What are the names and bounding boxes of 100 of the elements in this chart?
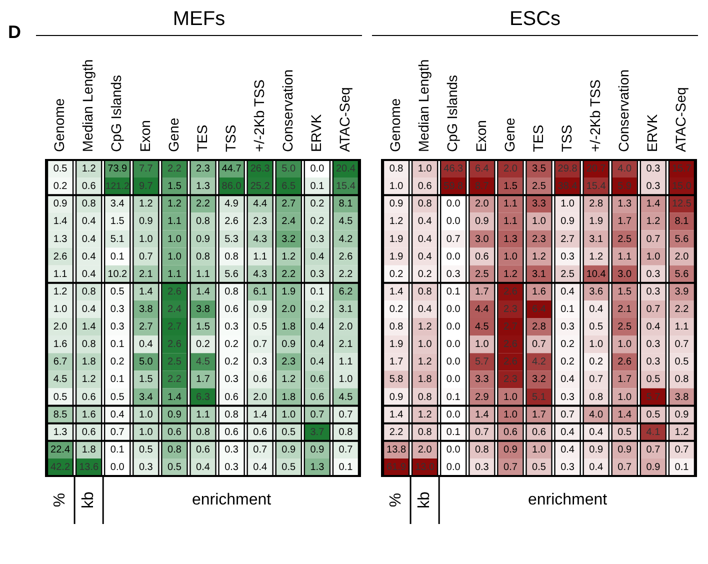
data-label: 0.8 (418, 198, 432, 210)
text: enrichment (528, 491, 608, 508)
data-label: 5.0 (282, 164, 296, 175)
data-label: 0.6 (504, 426, 518, 438)
data-label: 1.3 (310, 462, 325, 473)
data-label: 0.0 (446, 304, 461, 315)
data-label: 0.1 (560, 304, 575, 315)
data-label: 0.2 (224, 339, 239, 350)
data-label: 1.0 (138, 426, 154, 438)
data-label: 6.1 (253, 286, 268, 298)
data-label: 0.7 (253, 339, 268, 350)
data-label: 2.0 (338, 322, 354, 333)
data-label: 1.4 (196, 286, 210, 298)
data-label: 0.7 (338, 409, 354, 420)
data-label: 3.4 (138, 392, 154, 403)
data-label: 6.4 (474, 164, 490, 175)
data-label: 0.2 (310, 216, 325, 228)
data-label: 0.4 (138, 339, 154, 350)
data-label: 0.8 (224, 286, 239, 298)
data-label: 4.5 (338, 392, 354, 403)
data-label: 26.3 (250, 164, 270, 175)
data-label: 0.3 (224, 374, 239, 386)
data-label: 44.7 (222, 164, 242, 175)
data-label: 0.8 (418, 426, 432, 438)
data-label: 0.1 (446, 286, 461, 298)
x-tick-label: ERVK (308, 113, 324, 152)
data-label: 4.3 (253, 268, 268, 280)
data-label: 2.3 (253, 216, 268, 228)
data-label: 2.0 (282, 304, 296, 315)
data-label: 15.0 (672, 181, 692, 192)
data-label: 1.6 (532, 286, 546, 298)
data-label: 0.9 (589, 444, 604, 456)
data-label: 2.6 (224, 216, 239, 228)
data-label: 3.1 (532, 268, 546, 280)
data-label: 1.0 (560, 198, 575, 210)
data-label: 0.4 (589, 462, 604, 473)
data-label: 2.0 (674, 251, 690, 262)
data-label: 0.3 (224, 462, 239, 473)
data-label: 0.6 (532, 426, 546, 438)
data-label: 10.2 (108, 268, 128, 280)
data-label: 1.5 (168, 181, 182, 192)
text: kb (80, 491, 98, 508)
x-tick-label: Conservation (615, 70, 632, 152)
data-label: 2.9 (474, 392, 490, 403)
data-label: 4.3 (253, 234, 268, 245)
data-label: 38.4 (558, 181, 578, 192)
text: kb (416, 491, 434, 508)
data-label: 0.4 (589, 426, 604, 438)
x-tick-label: TES (194, 124, 210, 152)
data-label: 1.2 (674, 426, 690, 438)
data-label: 6.7 (53, 356, 68, 368)
data-label: 0.8 (389, 164, 404, 175)
data-label: 0.1 (446, 392, 461, 403)
data-label: 0.8 (589, 392, 604, 403)
data-label: 0.2 (560, 339, 575, 350)
data-label: 121.2 (105, 180, 130, 192)
data-label: 0.0 (446, 216, 461, 228)
data-label: 0.5 (282, 462, 296, 473)
data-label: 0.3 (646, 356, 661, 368)
text: enrichment (192, 491, 272, 508)
data-label: 42.2 (50, 462, 70, 473)
data-label: 2.0 (53, 322, 68, 333)
data-label: 1.0 (282, 409, 296, 420)
data-label: 0.2 (389, 268, 404, 280)
data-label: 0.3 (560, 322, 575, 333)
data-label: 0.3 (646, 286, 661, 298)
text: % (52, 492, 69, 508)
data-label: 5.1 (110, 234, 125, 245)
x-tick-label: Median Length (80, 59, 96, 152)
data-label: 0.4 (253, 462, 268, 473)
data-label: 0.6 (82, 392, 96, 403)
data-label: 0.6 (82, 181, 96, 192)
data-label: 4.9 (224, 198, 239, 210)
data-label: 1.7 (389, 356, 404, 368)
data-label: 0.8 (224, 251, 239, 262)
data-label: 6.4 (532, 304, 546, 315)
data-label: 0.1 (110, 374, 125, 386)
data-label: 0.5 (646, 409, 661, 420)
data-label: 0.2 (389, 304, 404, 315)
data-label: 0.5 (253, 322, 268, 333)
data-label: 0.5 (53, 164, 68, 175)
data-label: 0.0 (446, 339, 461, 350)
data-label: 1.2 (138, 198, 154, 210)
data-label: 0.0 (310, 164, 325, 175)
data-label: 0.5 (589, 322, 604, 333)
data-label: 2.7 (560, 234, 575, 245)
data-label: 9.7 (138, 181, 154, 192)
data-label: 0.7 (646, 444, 661, 456)
data-label: 0.5 (674, 356, 690, 368)
data-label: 0.1 (446, 426, 461, 438)
data-label: 6.3 (196, 392, 210, 403)
data-label: 0.5 (53, 392, 68, 403)
data-label: 1.9 (282, 286, 296, 298)
data-label: 0.2 (589, 356, 604, 368)
data-label: 0.3 (138, 462, 154, 473)
data-label: 2.3 (504, 304, 518, 315)
data-label: 0.4 (82, 268, 96, 280)
data-label: 0.3 (560, 392, 575, 403)
data-label: 5.8 (389, 374, 404, 386)
data-label: 0.8 (474, 444, 490, 456)
